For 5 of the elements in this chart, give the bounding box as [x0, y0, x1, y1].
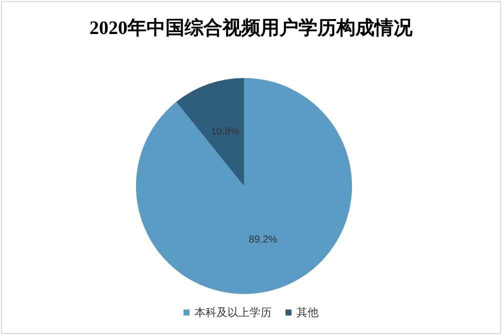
- legend-label: 其他: [296, 306, 318, 319]
- legend-label: 本科及以上学历: [194, 306, 272, 319]
- chart-title: 2020年中国综合视频用户学历构成情况: [90, 17, 414, 39]
- data-label: 10.8%: [210, 126, 240, 138]
- data-label: 89.2%: [248, 234, 278, 246]
